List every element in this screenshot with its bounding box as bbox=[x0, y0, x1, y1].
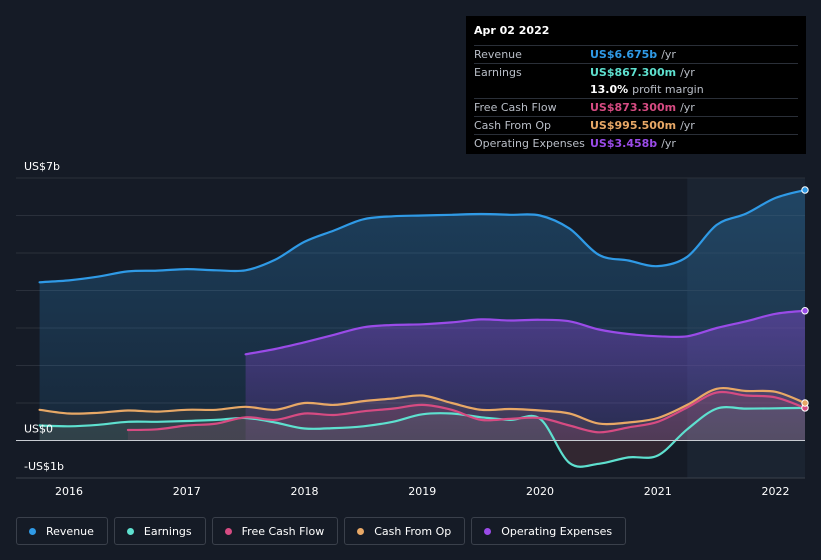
tooltip-value: US$867.300m bbox=[590, 66, 677, 79]
x-tick-label: 2017 bbox=[173, 485, 201, 498]
tooltip-row-cfo: Cash From Op US$995.500m /yr bbox=[474, 116, 798, 134]
y-axis-label: US$0 bbox=[24, 423, 53, 436]
tooltip-row-opex: Operating Expenses US$3.458b /yr bbox=[474, 134, 798, 152]
earnings-dot-icon bbox=[126, 527, 134, 535]
tooltip-margin-value: 13.0% bbox=[590, 83, 629, 96]
cash-from-op-dot-icon bbox=[357, 527, 365, 535]
legend-label: Earnings bbox=[143, 524, 192, 538]
x-tick-label: 2020 bbox=[526, 485, 554, 498]
legend-item-operating-expenses[interactable]: Operating Expenses bbox=[471, 517, 627, 545]
tooltip-row-margin: 13.0% profit margin bbox=[474, 81, 798, 98]
series-end-markers bbox=[801, 186, 809, 412]
series-lines bbox=[38, 188, 807, 468]
tooltip-key: Revenue bbox=[474, 48, 522, 61]
chart: 2016 2017 2018 2019 2020 2021 2022 US$7b US$0 -U… bbox=[16, 160, 809, 498]
tooltip-value: US$995.500m bbox=[590, 119, 677, 132]
revenue-line bbox=[38, 188, 807, 284]
y-axis-label: US$7b bbox=[24, 160, 60, 173]
y-axis-label: -US$1b bbox=[24, 460, 64, 473]
earnings-area bbox=[39, 407, 806, 467]
opex-line bbox=[244, 309, 807, 356]
tooltip-value: US$3.458b bbox=[590, 137, 658, 150]
y-axis-labels: US$7b US$0 -US$1b bbox=[24, 160, 64, 473]
legend-label: Operating Expenses bbox=[501, 524, 613, 538]
opex-area bbox=[245, 310, 806, 441]
legend-item-revenue[interactable]: Revenue bbox=[16, 517, 108, 545]
x-tick-label: 2021 bbox=[644, 485, 672, 498]
tooltip-unit: /yr bbox=[661, 137, 676, 150]
tooltip-row-revenue: Revenue US$6.675b /yr bbox=[474, 45, 798, 63]
tooltip-date: Apr 02 2022 bbox=[474, 24, 550, 37]
revenue-dot-icon bbox=[29, 527, 36, 535]
x-tick-label: 2016 bbox=[55, 485, 83, 498]
revenue-end-marker bbox=[801, 186, 809, 194]
tooltip-margin-suffix: profit margin bbox=[632, 83, 704, 96]
tooltip-unit: /yr bbox=[680, 66, 695, 79]
legend-item-earnings[interactable]: Earnings bbox=[113, 517, 206, 545]
legend-label: Revenue bbox=[46, 524, 94, 538]
tooltip-value: US$873.300m bbox=[590, 101, 677, 114]
x-tick-label: 2022 bbox=[762, 485, 790, 498]
cfo-end-marker bbox=[801, 399, 809, 407]
fcf-line bbox=[126, 390, 807, 434]
tooltip-unit: /yr bbox=[680, 119, 695, 132]
x-axis-ticks: 2016 2017 2018 2019 2020 2021 2022 bbox=[55, 485, 790, 498]
x-tick-label: 2019 bbox=[408, 485, 436, 498]
legend-item-cash-from-op[interactable]: Cash From Op bbox=[344, 517, 466, 545]
tooltip-row-fcf: Free Cash Flow US$873.300m /yr bbox=[474, 98, 798, 116]
operating-expenses-dot-icon bbox=[484, 527, 492, 535]
opex-end-marker bbox=[801, 307, 809, 315]
legend-label: Cash From Op bbox=[374, 524, 452, 538]
cfo-line bbox=[38, 386, 807, 426]
tooltip-key: Earnings bbox=[474, 66, 522, 79]
tooltip: Apr 02 2022 Revenue US$6.675b /yr Earnin… bbox=[466, 16, 806, 154]
legend-label: Free Cash Flow bbox=[241, 524, 325, 538]
tooltip-key: Free Cash Flow bbox=[474, 101, 557, 114]
tooltip-row-earnings: Earnings US$867.300m /yr bbox=[474, 63, 798, 81]
tooltip-unit: /yr bbox=[680, 101, 695, 114]
tooltip-value: US$6.675b bbox=[590, 48, 658, 61]
tooltip-key: Operating Expenses bbox=[474, 137, 585, 150]
x-tick-label: 2018 bbox=[291, 485, 319, 498]
free-cash-flow-dot-icon bbox=[224, 527, 232, 535]
tooltip-unit: /yr bbox=[661, 48, 676, 61]
tooltip-key: Cash From Op bbox=[474, 119, 552, 132]
earnings-line bbox=[38, 406, 807, 468]
legend-item-free-cash-flow[interactable]: Free Cash Flow bbox=[211, 517, 339, 545]
legend: Revenue Earnings Free Cash Flow Cash Fro… bbox=[16, 517, 632, 545]
